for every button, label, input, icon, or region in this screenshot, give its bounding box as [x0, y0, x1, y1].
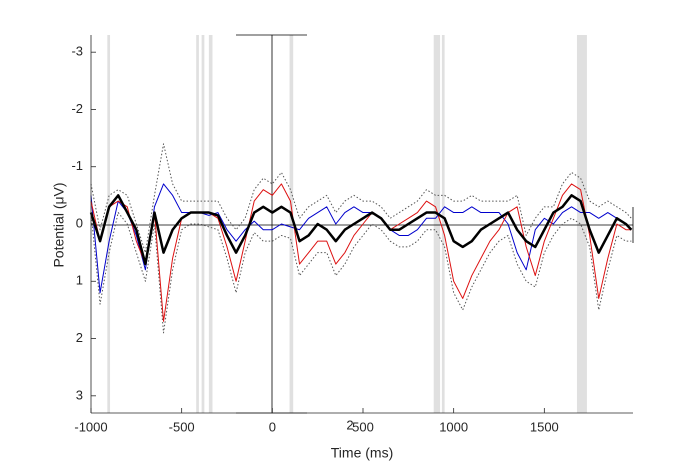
band	[208, 35, 213, 413]
x-tick-label: 1500	[530, 419, 559, 434]
x-tick-label: 500	[352, 419, 374, 434]
series-line	[90, 183, 632, 294]
series-line	[90, 183, 632, 322]
ticks: -1000 -500 0 500 1000 1500 -3 -2 -1 0 1 2 3	[71, 44, 558, 435]
annotation: 2	[346, 417, 353, 432]
y-tick-label: -2	[71, 101, 83, 116]
band	[107, 35, 111, 413]
band	[289, 35, 294, 413]
x-tick-label: -500	[169, 419, 195, 434]
series-line	[90, 212, 632, 334]
band	[576, 35, 587, 413]
band	[201, 35, 205, 413]
x-tick-label: 0	[269, 419, 276, 434]
lines	[89, 143, 633, 334]
band	[433, 35, 441, 413]
y-tick-label: 0	[76, 215, 83, 230]
y-tick-label: -1	[71, 158, 83, 173]
series-line	[89, 194, 633, 266]
x-axis-label: Time (ms)	[331, 445, 393, 461]
y-tick-label: 1	[76, 273, 83, 288]
x-tick-label: -1000	[74, 419, 107, 434]
series-line	[90, 143, 632, 254]
y-tick-label: 2	[76, 330, 83, 345]
y-tick-label: 3	[76, 387, 83, 402]
y-tick-label: -3	[71, 44, 83, 59]
x-tick-label: 1000	[439, 419, 468, 434]
band	[441, 35, 445, 413]
y-axis-label: Potential (μV)	[51, 182, 67, 267]
